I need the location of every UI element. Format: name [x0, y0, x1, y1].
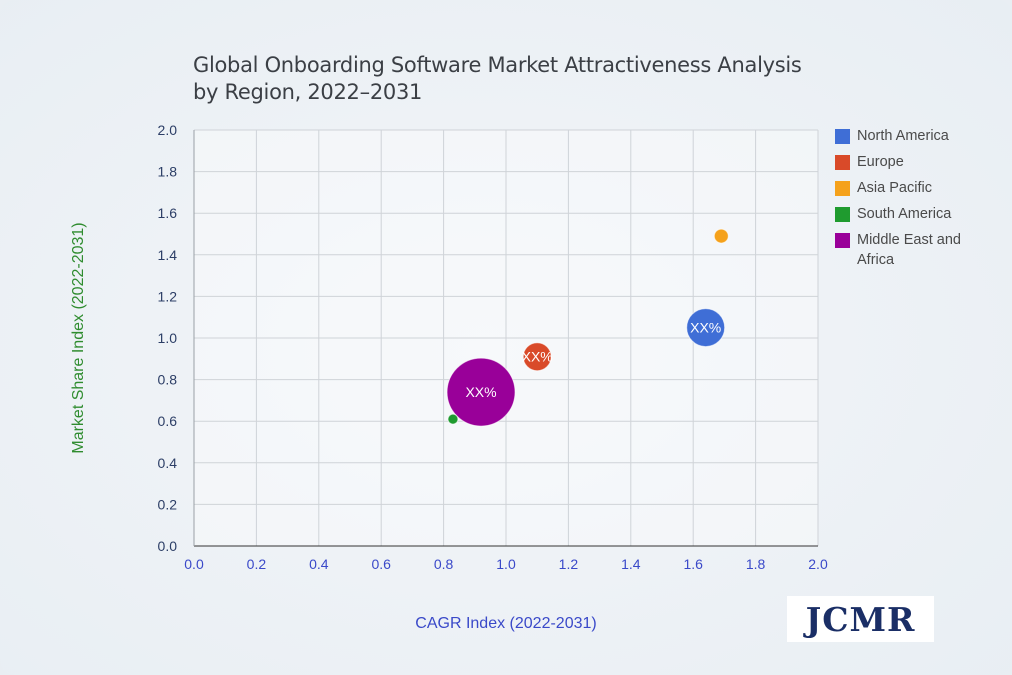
- legend-item-middle-east-and-africa[interactable]: Middle East and Africa: [835, 230, 1005, 276]
- x-tick-label: 1.6: [683, 556, 703, 572]
- x-axis-title: CAGR Index (2022-2031): [415, 615, 596, 632]
- y-tick-label: 0.8: [158, 372, 178, 388]
- legend-label: South America: [857, 206, 952, 222]
- legend-label: North America: [857, 128, 949, 144]
- chart-title-line-2: by Region, 2022–2031: [193, 80, 423, 104]
- legend-swatch: [835, 155, 850, 170]
- bubble-label-middle-east-and-africa: XX%: [465, 384, 496, 400]
- legend-swatch: [835, 207, 850, 222]
- legend: North America Europe Asia Pacific South Ame…: [835, 126, 1005, 276]
- legend-label: Europe: [857, 154, 904, 170]
- y-tick-label: 1.2: [158, 288, 178, 304]
- y-tick-label: 0.6: [158, 413, 178, 429]
- x-tick-label: 2.0: [808, 556, 828, 572]
- x-tick-label: 1.2: [559, 556, 579, 572]
- y-axis-title: Market Share Index (2022-2031): [70, 222, 87, 453]
- legend-item-europe[interactable]: Europe: [835, 152, 1005, 178]
- y-tick-label: 1.0: [158, 330, 178, 346]
- x-tick-label: 0.4: [309, 556, 329, 572]
- legend-label: Middle East and Africa: [857, 232, 961, 268]
- bubble-label-north-america: XX%: [690, 320, 721, 336]
- y-tick-label: 1.4: [158, 247, 178, 263]
- chart-title: Global Onboarding Software Market Attrac…: [193, 52, 833, 106]
- bubble-north-america: [686, 308, 726, 348]
- bubble-middle-east-and-africa: [446, 357, 516, 427]
- bubble-label-europe: XX%: [522, 349, 553, 365]
- bubble-europe: [522, 342, 552, 372]
- y-tick-label: 0.0: [158, 538, 178, 554]
- x-tick-label: 1.8: [746, 556, 766, 572]
- x-tick-label: 0.2: [247, 556, 267, 572]
- jcmr-logo: JCMR: [787, 596, 934, 642]
- legend-swatch: [835, 129, 850, 144]
- y-tick-label: 1.6: [158, 205, 178, 221]
- legend-label: Asia Pacific: [857, 180, 932, 196]
- legend-swatch: [835, 233, 850, 248]
- y-tick-label: 2.0: [158, 122, 178, 138]
- y-tick-label: 0.2: [158, 496, 178, 512]
- x-tick-label: 0.0: [184, 556, 204, 572]
- legend-item-south-america[interactable]: South America: [835, 204, 1005, 230]
- y-tick-label: 0.4: [158, 455, 178, 471]
- x-tick-label: 1.4: [621, 556, 641, 572]
- x-tick-label: 0.6: [371, 556, 391, 572]
- chart-title-line-1: Global Onboarding Software Market Attrac…: [193, 53, 802, 77]
- bubble-south-america: [447, 413, 459, 425]
- x-tick-label: 1.0: [496, 556, 516, 572]
- y-tick-label: 1.8: [158, 164, 178, 180]
- legend-item-asia-pacific[interactable]: Asia Pacific: [835, 178, 1005, 204]
- x-tick-label: 0.8: [434, 556, 454, 572]
- legend-swatch: [835, 181, 850, 196]
- legend-item-north-america[interactable]: North America: [835, 126, 1005, 152]
- bubble-asia-pacific: [713, 228, 729, 244]
